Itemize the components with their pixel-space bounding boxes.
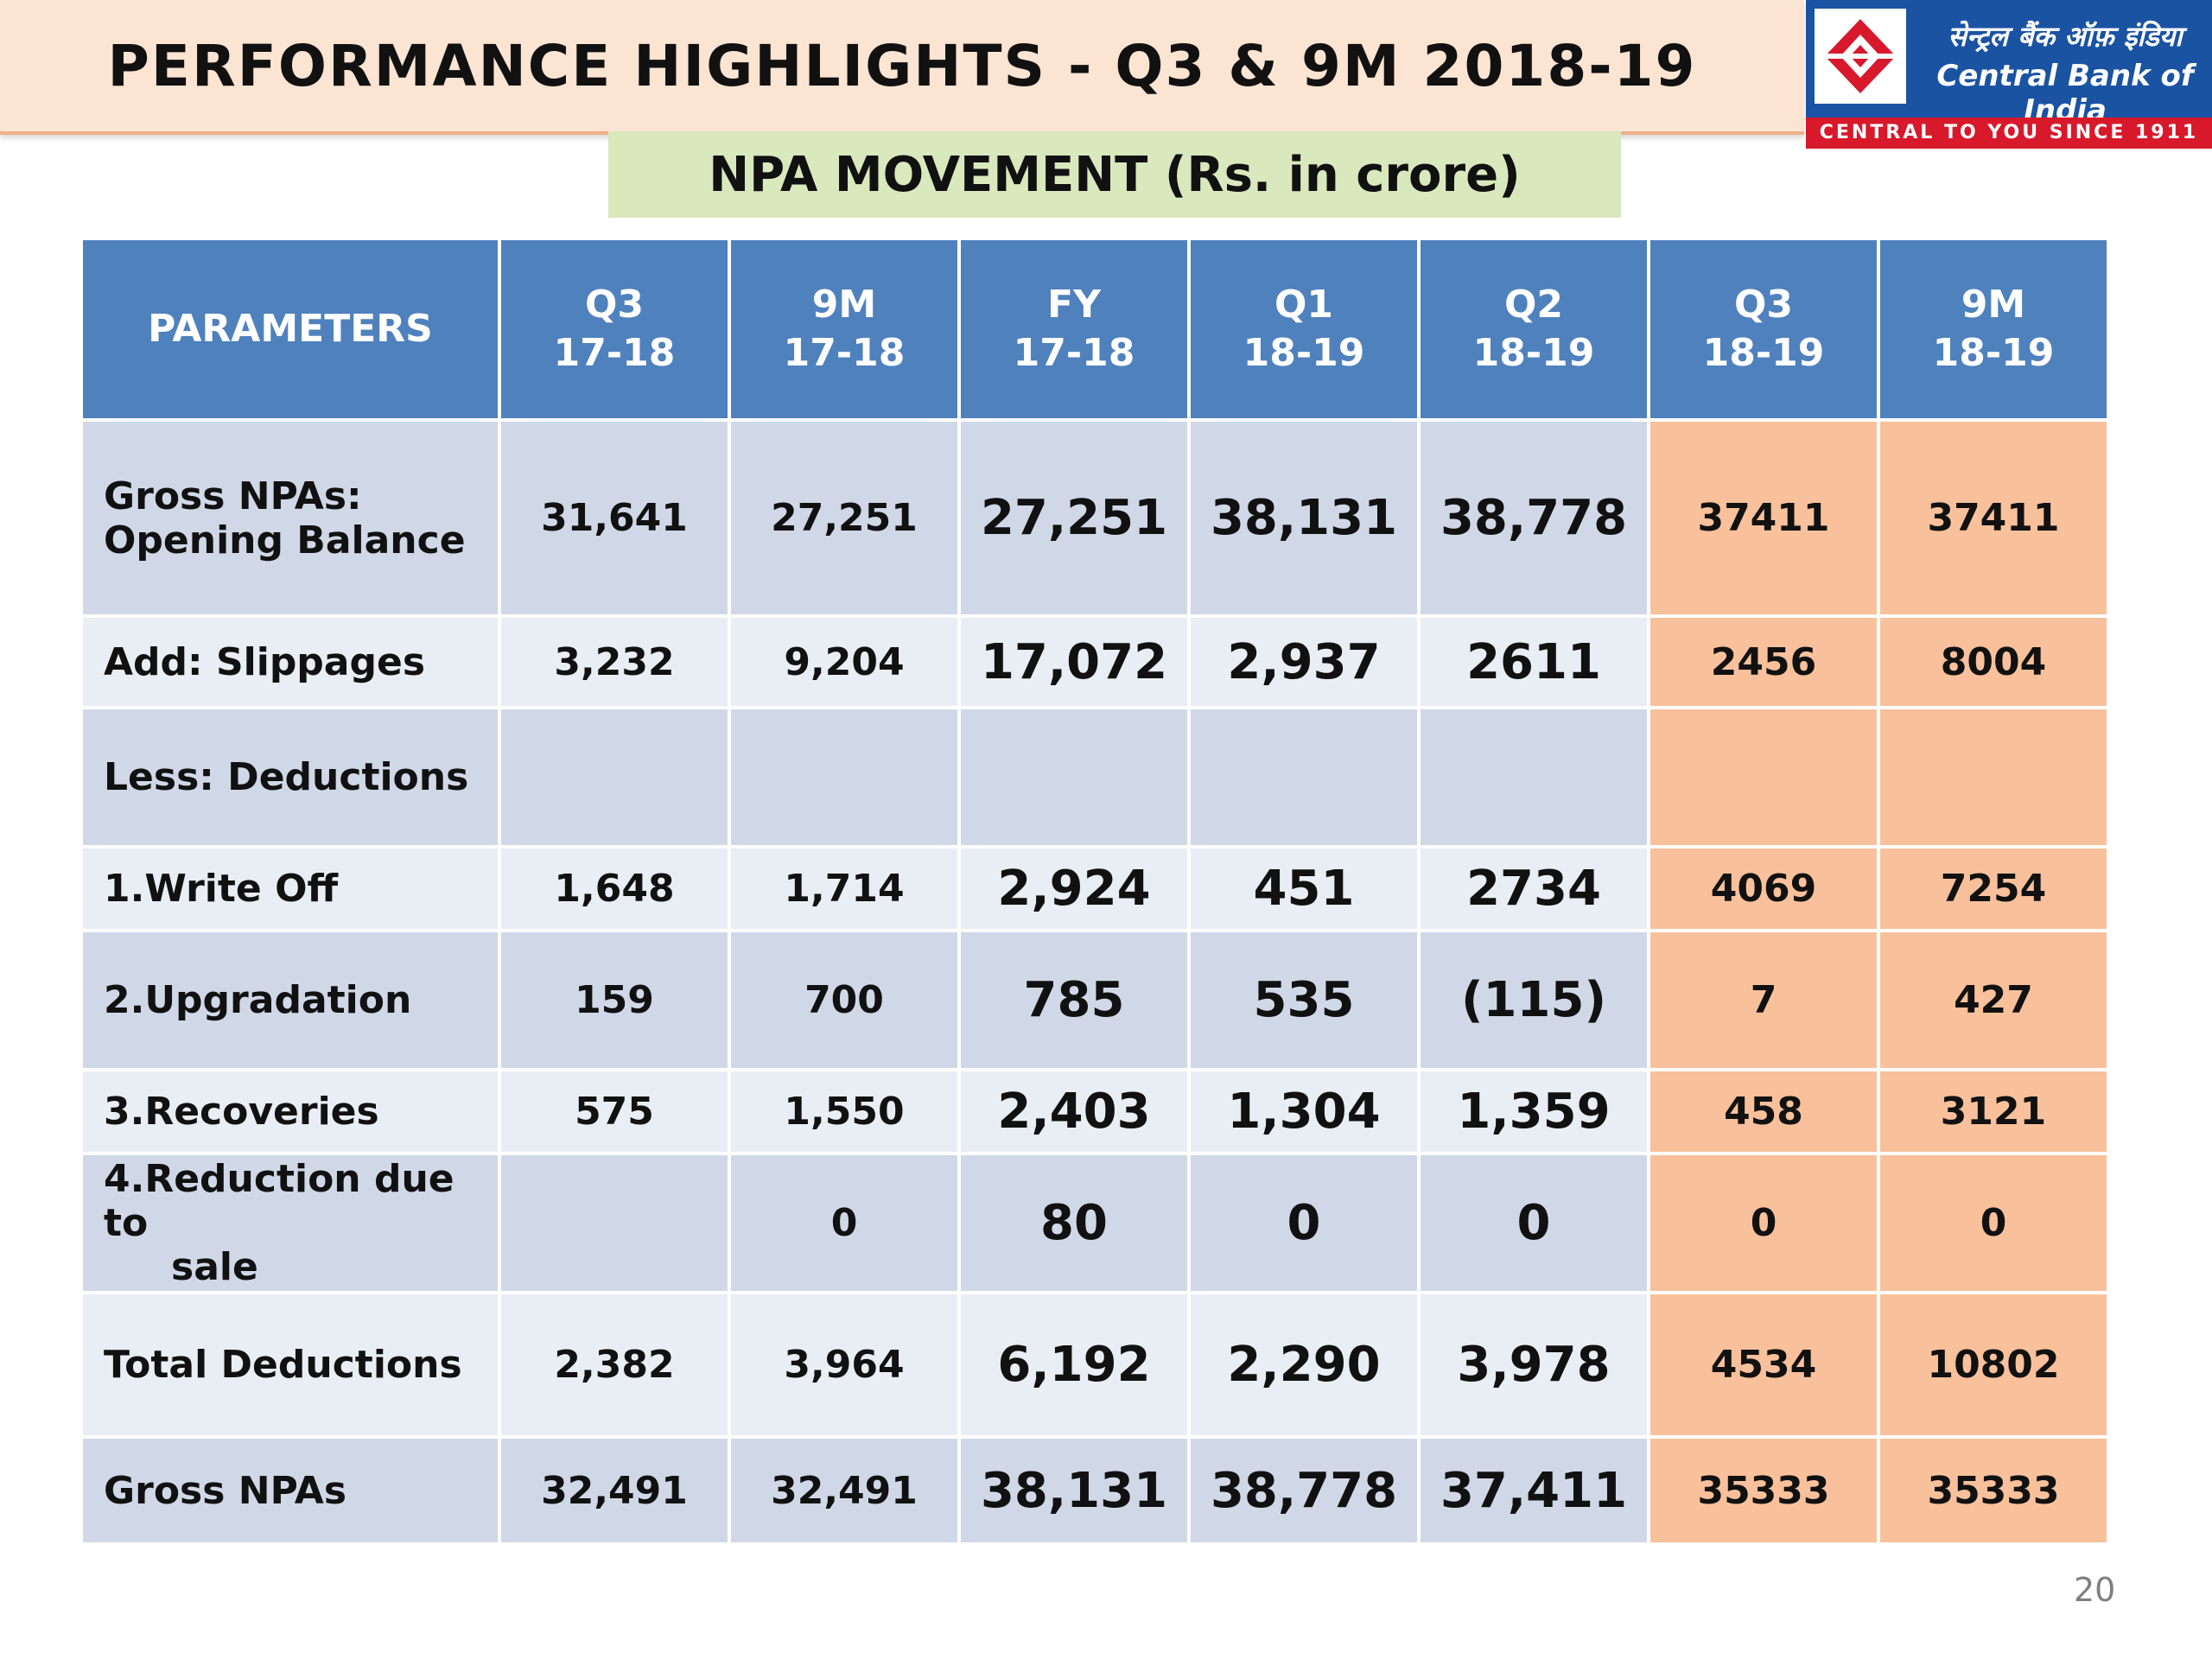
table-cell: 2,290: [1191, 1294, 1417, 1435]
table-cell: (115): [1421, 932, 1647, 1068]
table-cell: 700: [731, 932, 957, 1068]
table-cell: 8004: [1880, 618, 2107, 706]
table-cell: 1,359: [1421, 1071, 1647, 1152]
row-label-gross-npas: Gross NPAs: [83, 1439, 498, 1542]
table-cell: 2611: [1421, 618, 1647, 706]
table-cell: 3,232: [501, 618, 728, 706]
table-cell: 1,648: [501, 849, 728, 929]
table-cell: 32,491: [731, 1439, 957, 1542]
table-cell: 17,072: [961, 618, 1187, 706]
npa-movement-table: PARAMETERS Q3 17-18 9M 17-18 FY 17-18 Q1 18-…: [83, 240, 2107, 1542]
table-cell: 535: [1191, 932, 1417, 1068]
header-9m-17-18: 9M 17-18: [731, 240, 957, 418]
row-label-reduction-sale: 4.Reduction due to sale: [83, 1155, 498, 1291]
table-cell: 427: [1880, 932, 2107, 1068]
table-cell: [1880, 709, 2107, 845]
table-cell: 2734: [1421, 849, 1647, 929]
table-cell: [731, 709, 957, 845]
table-cell: 37411: [1650, 422, 1877, 614]
table-cell: 10802: [1880, 1294, 2107, 1435]
table-cell: 575: [501, 1071, 728, 1152]
table-cell: 0: [731, 1155, 957, 1291]
table-cell: 7254: [1880, 849, 2107, 929]
header-9m-18-19: 9M 18-19: [1880, 240, 2107, 418]
table-cell: 2,924: [961, 849, 1187, 929]
table-cell: 159: [501, 932, 728, 1068]
bank-tagline: CENTRAL TO YOU SINCE 1911: [1806, 118, 2212, 149]
table-cell: 4534: [1650, 1294, 1877, 1435]
table-cell: [1650, 709, 1877, 845]
table-cell: 785: [961, 932, 1187, 1068]
table-cell: 31,641: [501, 422, 728, 614]
table-cell: 27,251: [731, 422, 957, 614]
table-cell: 2,403: [961, 1071, 1187, 1152]
row-label-total-deductions: Total Deductions: [83, 1294, 498, 1435]
header-q3-17-18: Q3 17-18: [501, 240, 728, 418]
table-cell: [1191, 709, 1417, 845]
table-cell: 451: [1191, 849, 1417, 929]
table-cell: 4069: [1650, 849, 1877, 929]
slide-title-bar: PERFORMANCE HIGHLIGHTS - Q3 & 9M 2018-19: [0, 0, 1804, 135]
table-cell: 1,714: [731, 849, 957, 929]
page-number: 20: [2074, 1571, 2116, 1609]
table-cell: 32,491: [501, 1439, 728, 1542]
header-q3-18-19: Q3 18-19: [1650, 240, 1877, 418]
table-cell: 9,204: [731, 618, 957, 706]
table-cell: 0: [1191, 1155, 1417, 1291]
table-cell: 3121: [1880, 1071, 2107, 1152]
row-label-recoveries: 3.Recoveries: [83, 1071, 498, 1152]
bank-emblem-icon: [1815, 9, 1906, 104]
table-cell: 0: [1650, 1155, 1877, 1291]
table-cell: 2456: [1650, 618, 1877, 706]
table-cell: 37411: [1880, 422, 2107, 614]
table-cell: 27,251: [961, 422, 1187, 614]
table-cell: 38,778: [1421, 422, 1647, 614]
row-label-opening-balance: Gross NPAs: Opening Balance: [83, 422, 498, 614]
table-cell: 38,131: [961, 1439, 1187, 1542]
row-label-slippages: Add: Slippages: [83, 618, 498, 706]
table-cell: 2,937: [1191, 618, 1417, 706]
header-parameters: PARAMETERS: [83, 240, 498, 418]
bank-logo: सेन्ट्रल बैंक ऑफ़ इंडिया Central Bank of…: [1806, 0, 2212, 149]
table-cell: 38,778: [1191, 1439, 1417, 1542]
table-cell: 38,131: [1191, 422, 1417, 614]
table-cell: 1,550: [731, 1071, 957, 1152]
bank-name-hindi: सेन्ट्रल बैंक ऑफ़ इंडिया: [1948, 20, 2183, 53]
header-q1-18-19: Q1 18-19: [1191, 240, 1417, 418]
table-cell: 458: [1650, 1071, 1877, 1152]
table-cell: 1,304: [1191, 1071, 1417, 1152]
table-cell: 6,192: [961, 1294, 1187, 1435]
slide-subtitle-box: NPA MOVEMENT (Rs. in crore): [608, 131, 1621, 218]
row-label-upgradation: 2.Upgradation: [83, 932, 498, 1068]
header-fy-17-18: FY 17-18: [961, 240, 1187, 418]
table-cell: 37,411: [1421, 1439, 1647, 1542]
table-cell: 80: [961, 1155, 1187, 1291]
table-cell: [501, 709, 728, 845]
slide-subtitle: NPA MOVEMENT (Rs. in crore): [709, 146, 1521, 203]
table-cell: 3,964: [731, 1294, 957, 1435]
table-cell: [961, 709, 1187, 845]
header-q2-18-19: Q2 18-19: [1421, 240, 1647, 418]
table-cell: [1421, 709, 1647, 845]
table-cell: 35333: [1650, 1439, 1877, 1542]
row-label-less-deductions: Less: Deductions: [83, 709, 498, 845]
table-cell: 0: [1880, 1155, 2107, 1291]
table-cell: [501, 1155, 728, 1291]
row-label-write-off: 1.Write Off: [83, 849, 498, 929]
table-cell: 3,978: [1421, 1294, 1647, 1435]
table-cell: 7: [1650, 932, 1877, 1068]
slide-title: PERFORMANCE HIGHLIGHTS - Q3 & 9M 2018-19: [107, 32, 1697, 99]
table-cell: 35333: [1880, 1439, 2107, 1542]
table-cell: 2,382: [501, 1294, 728, 1435]
table-cell: 0: [1421, 1155, 1647, 1291]
